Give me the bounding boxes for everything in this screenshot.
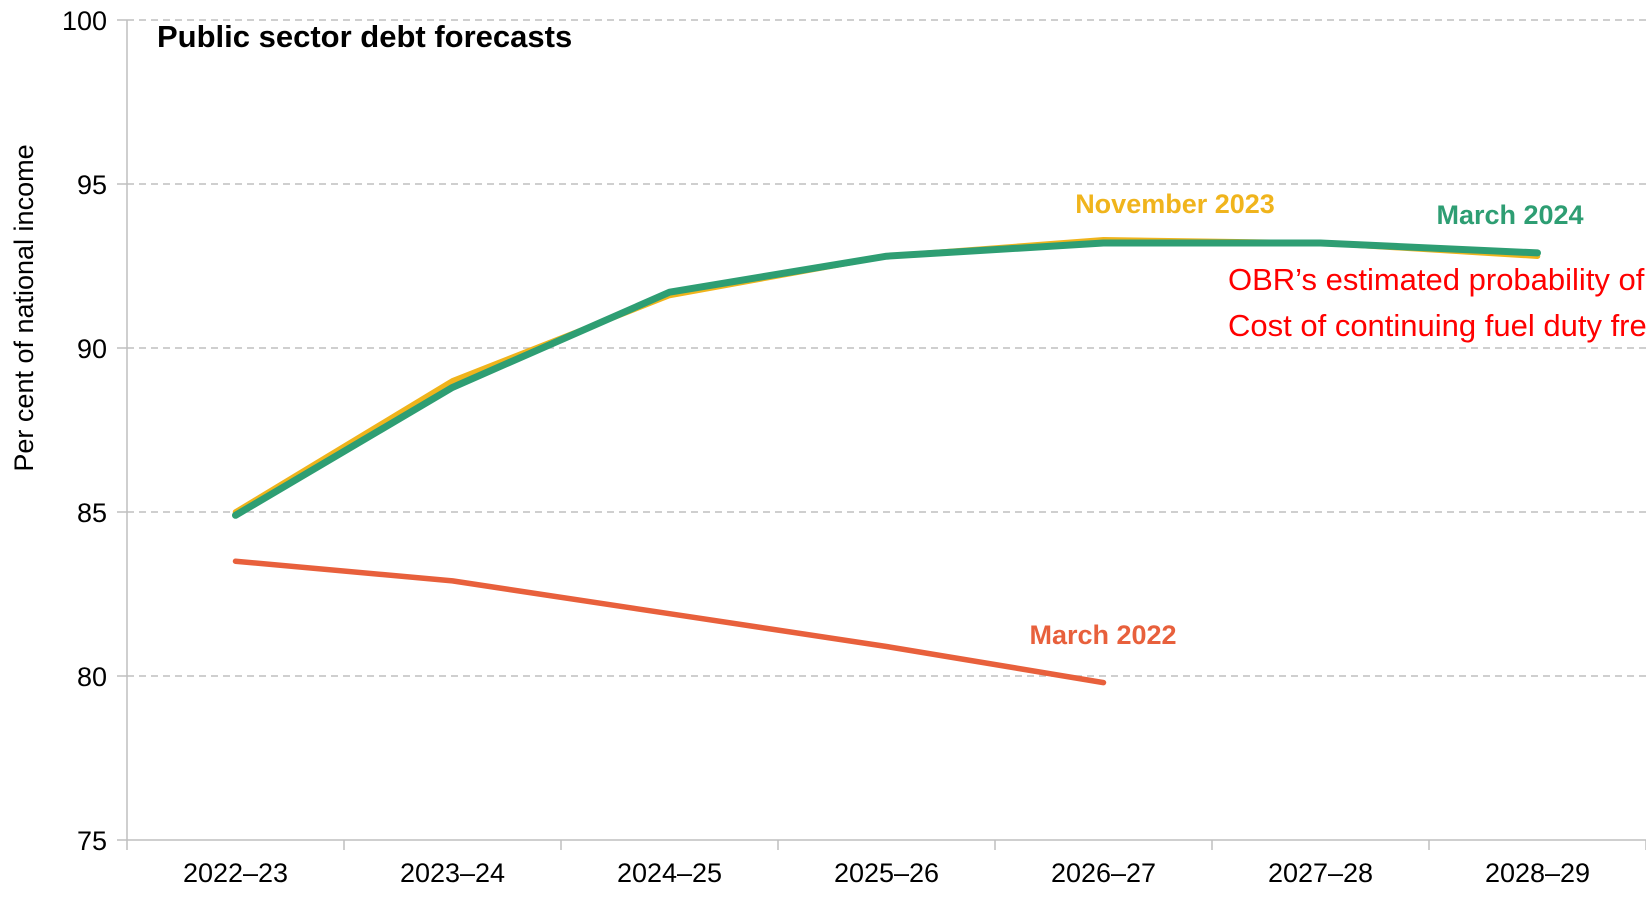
annotation-fuel-duty-text: Cost of continuing fuel duty freezes wou… [1228, 308, 1646, 343]
series-line-march-2024 [232, 239, 1541, 519]
series-line-march-2022 [232, 558, 1107, 686]
y-tick-label-90: 90 [77, 334, 107, 364]
y-tick-label-85: 85 [77, 498, 107, 528]
x-tick-label-2025–26: 2025–26 [834, 858, 939, 888]
series-lines [232, 237, 1541, 686]
series-label-march-2024: March 2024 [1436, 200, 1583, 230]
series-label-march-2022: March 2022 [1029, 620, 1176, 650]
y-tick-label-100: 100 [62, 6, 107, 36]
x-axis: 2022–23 2023–24 2024–25 2025–26 2026–27 2027–… [126, 839, 1646, 888]
x-tick-label-2024–25: 2024–25 [617, 858, 722, 888]
y-axis: 75 80 85 90 95 100 [62, 6, 128, 856]
x-tick-label-2022–23: 2022–23 [183, 858, 288, 888]
chart-title: Public sector debt forecasts [157, 19, 572, 54]
x-tick-label-2026–27: 2026–27 [1051, 858, 1156, 888]
annotation-debt-probability-text: OBR’s estimated probability of debt actu… [1228, 262, 1646, 297]
y-tick-label-95: 95 [77, 170, 107, 200]
y-tick-label-80: 80 [77, 662, 107, 692]
x-tick-label-2028–29: 2028–29 [1485, 858, 1590, 888]
y-tick-label-75: 75 [77, 826, 107, 856]
series-label-november-2023: November 2023 [1075, 189, 1275, 219]
gridlines [127, 19, 1646, 677]
x-tick-label-2023–24: 2023–24 [400, 858, 505, 888]
x-tick-label-2027–28: 2027–28 [1268, 858, 1373, 888]
annotation-fuel-duty: Cost of continuing fuel duty freezes wou… [1228, 308, 1646, 343]
annotation-debt-probability: OBR’s estimated probability of debt actu… [1228, 262, 1646, 297]
y-axis-label: Per cent of national income [9, 144, 39, 471]
